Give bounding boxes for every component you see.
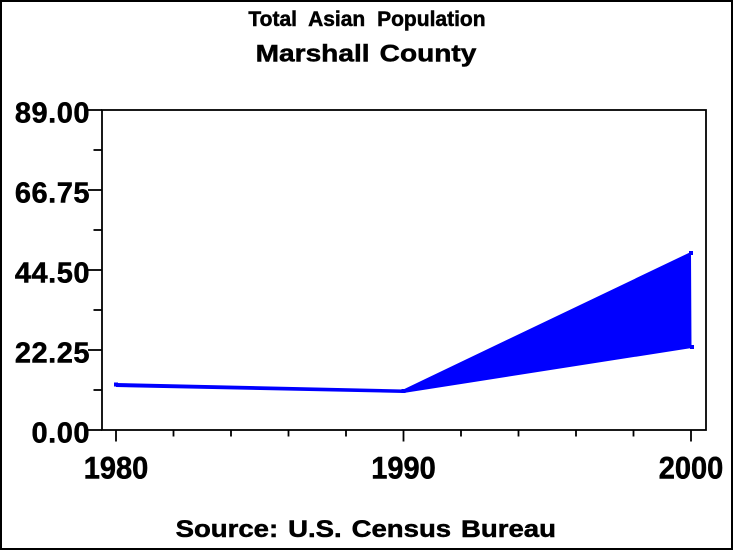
svg-text:89.00: 89.00 [15,98,90,130]
svg-text:0.00: 0.00 [32,418,90,450]
svg-text:22.25: 22.25 [15,338,90,370]
svg-text:Total Asian Population: Total Asian Population [248,8,485,31]
svg-text:44.50: 44.50 [15,258,90,290]
svg-text:2000: 2000 [659,452,723,486]
svg-text:Source: U.S. Census Bureau: Source: U.S. Census Bureau [176,517,556,543]
svg-text:1980: 1980 [84,452,148,486]
svg-text:Marshall County: Marshall County [256,39,477,67]
svg-text:66.75: 66.75 [15,178,90,210]
svg-text:1990: 1990 [371,452,435,486]
